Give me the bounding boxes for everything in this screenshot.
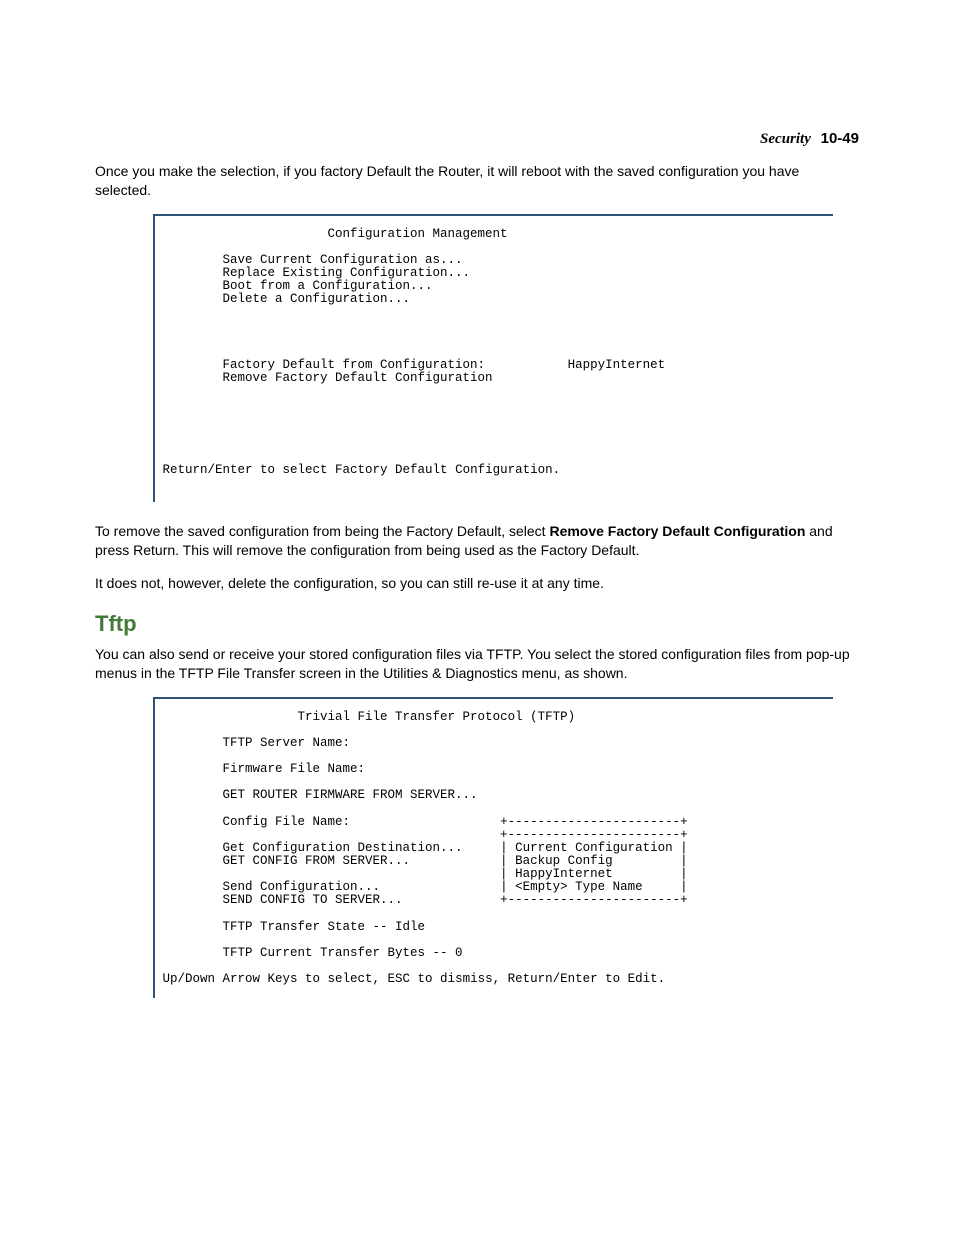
config-management-terminal: Configuration Management Save Current Co… xyxy=(153,214,833,503)
chapter-name: Security xyxy=(760,131,811,147)
firmware-file-label: Firmware File Name: xyxy=(223,762,366,776)
popup-item-empty: <Empty> Type Name xyxy=(515,880,643,894)
intro-paragraph: Once you make the selection, if you fact… xyxy=(95,162,859,200)
popup-item-backup: Backup Config xyxy=(515,854,613,868)
remove-paragraph: To remove the saved configuration from b… xyxy=(95,522,859,560)
get-firmware: GET ROUTER FIRMWARE FROM SERVER... xyxy=(223,788,478,802)
remove-pre: To remove the saved configuration from b… xyxy=(95,523,549,539)
tftp-heading: Tftp xyxy=(95,611,859,637)
menu-item-boot: Boot from a Configuration... xyxy=(223,279,433,293)
page-header: Security 10-49 xyxy=(95,130,859,148)
menu-item-replace: Replace Existing Configuration... xyxy=(223,266,471,280)
config-file-label: Config File Name: xyxy=(223,815,351,829)
send-config-server: SEND CONFIG TO SERVER... xyxy=(223,893,403,907)
get-config-server: GET CONFIG FROM SERVER... xyxy=(223,854,411,868)
tftp-terminal-content: Trivial File Transfer Protocol (TFTP) TF… xyxy=(155,699,833,999)
send-config: Send Configuration... xyxy=(223,880,381,894)
tftp-bytes: TFTP Current Transfer Bytes -- 0 xyxy=(223,946,463,960)
menu-item-save: Save Current Configuration as... xyxy=(223,253,463,267)
page-number: 10-49 xyxy=(821,130,859,147)
get-config-dest: Get Configuration Destination... xyxy=(223,841,463,855)
tftp-terminal: Trivial File Transfer Protocol (TFTP) TF… xyxy=(153,697,833,999)
popup-item-happy: HappyInternet xyxy=(515,867,613,881)
terminal-title: Configuration Management xyxy=(328,227,508,241)
factory-default-label: Factory Default from Configuration: xyxy=(223,358,486,372)
tftp-footer: Up/Down Arrow Keys to select, ESC to dis… xyxy=(163,972,666,986)
tftp-intro-paragraph: You can also send or receive your stored… xyxy=(95,645,859,683)
document-page: Security 10-49 Once you make the selecti… xyxy=(0,0,954,1235)
tftp-state: TFTP Transfer State -- Idle xyxy=(223,920,426,934)
menu-item-delete: Delete a Configuration... xyxy=(223,292,411,306)
note-paragraph: It does not, however, delete the configu… xyxy=(95,574,859,593)
popup-item-current: Current Configuration xyxy=(515,841,673,855)
config-terminal-content: Configuration Management Save Current Co… xyxy=(155,216,833,503)
terminal-footer: Return/Enter to select Factory Default C… xyxy=(163,463,561,477)
remove-factory-default: Remove Factory Default Configuration xyxy=(223,371,493,385)
factory-default-value: HappyInternet xyxy=(568,358,666,372)
remove-bold: Remove Factory Default Configuration xyxy=(549,523,805,539)
tftp-title: Trivial File Transfer Protocol (TFTP) xyxy=(298,710,576,724)
tftp-server-label: TFTP Server Name: xyxy=(223,736,351,750)
